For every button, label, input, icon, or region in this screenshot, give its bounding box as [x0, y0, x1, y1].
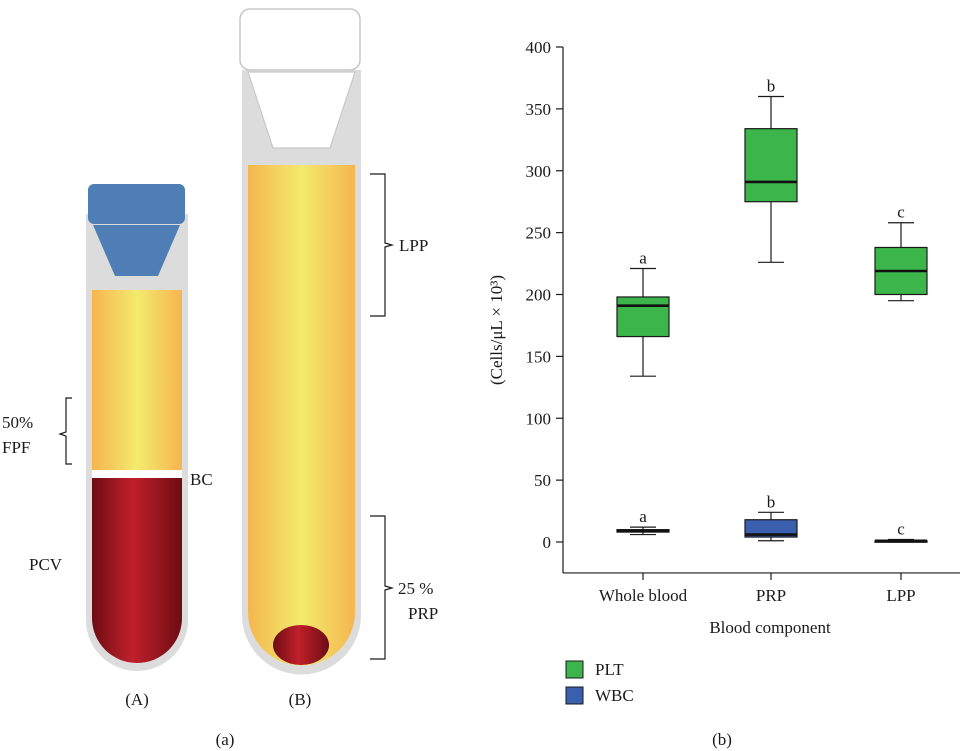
tube-b-plasma: [248, 165, 355, 666]
box-plot-series: a b c a b c: [616, 77, 928, 543]
x-tick-label: PRP: [756, 586, 786, 605]
y-tick-label: 400: [526, 38, 552, 57]
tube-a-buffy-coat: [92, 470, 182, 478]
tube-a-stopper: [93, 225, 180, 276]
legend-item-wbc: WBC: [565, 686, 634, 705]
significance-letter: b: [767, 492, 776, 511]
label-prp-percent: 25 %: [398, 579, 433, 598]
label-fpf-percent: 50%: [2, 413, 33, 432]
significance-letter: b: [767, 77, 776, 96]
tube-a-red-cells: [92, 478, 182, 663]
box: [744, 128, 798, 203]
legend: PLT WBC: [565, 660, 634, 705]
y-tick-label: 200: [526, 286, 552, 305]
x-tick-label: Whole blood: [599, 586, 688, 605]
y-tick-label: 250: [526, 224, 552, 243]
label-lpp: LPP: [399, 236, 428, 255]
legend-item-plt: PLT: [565, 660, 624, 679]
wbc-box-whole-blood: a: [616, 507, 670, 536]
label-pcv: PCV: [29, 555, 63, 574]
y-tick-label: 0: [543, 533, 552, 552]
label-bc: BC: [190, 470, 213, 489]
tube-a-cap: [88, 184, 185, 224]
legend-swatch: [565, 660, 584, 679]
significance-letter: a: [639, 249, 647, 268]
y-axis: 0 50 100 150 200 250 300 350 400: [526, 38, 564, 573]
box: [744, 519, 798, 538]
plt-box-lpp: c: [874, 203, 928, 302]
y-tick-label: 150: [526, 347, 552, 366]
legend-label: PLT: [595, 660, 624, 679]
panel-a-label: (a): [216, 730, 235, 749]
panel-b-label: (b): [712, 730, 732, 749]
significance-letter: c: [897, 203, 905, 222]
tube-a: 50% FPF BC PCV (A): [2, 184, 213, 709]
y-tick-label: 350: [526, 100, 552, 119]
label-prp: PRP: [408, 604, 438, 623]
plt-box-whole-blood: a: [616, 249, 670, 377]
y-tick-label: 300: [526, 162, 552, 181]
significance-letter: c: [897, 520, 905, 539]
box: [616, 296, 670, 338]
brace-lpp: [370, 173, 395, 317]
label-tube-b: (B): [289, 690, 312, 709]
series-wbc: a b c: [616, 492, 928, 543]
series-plt: a b c: [616, 77, 928, 377]
label-fpf: FPF: [2, 438, 30, 457]
legend-label: WBC: [595, 686, 634, 705]
tube-b-cap: [239, 8, 361, 71]
brace-fpf: [58, 397, 72, 465]
tube-b-red-cells: [273, 625, 329, 665]
plt-box-prp: b: [744, 77, 798, 263]
y-axis-label: (Cells/μL × 10³): [487, 275, 506, 385]
brace-prp: [370, 515, 395, 660]
x-tick-label: LPP: [886, 586, 915, 605]
tube-b: LPP 25 % PRP (B): [239, 8, 438, 709]
y-tick-label: 100: [526, 409, 552, 428]
x-axis: Whole blood PRP LPP: [563, 572, 960, 605]
box-plot-chart: 0 50 100 150 200 250 300 350 400 Whole blood PRP L…: [487, 38, 960, 637]
wbc-box-prp: b: [744, 492, 798, 542]
wbc-box-lpp: c: [874, 520, 928, 543]
tube-a-plasma: [92, 290, 182, 470]
x-axis-label: Blood component: [709, 618, 831, 637]
legend-swatch: [565, 686, 584, 705]
significance-letter: a: [639, 507, 647, 526]
y-tick-label: 50: [534, 471, 551, 490]
label-tube-a: (A): [125, 690, 149, 709]
tube-b-stopper: [247, 71, 356, 149]
